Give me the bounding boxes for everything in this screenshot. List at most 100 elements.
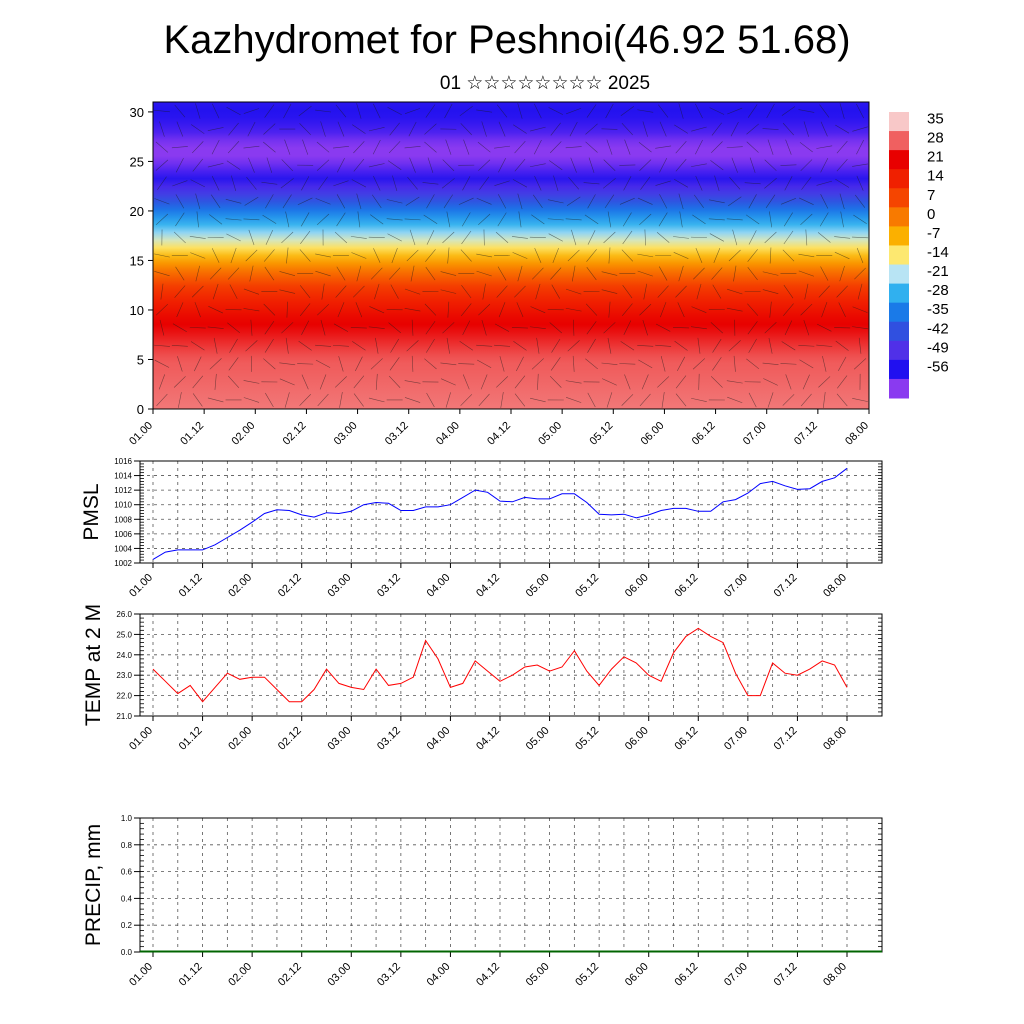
wind-barb bbox=[171, 146, 188, 149]
wind-barb bbox=[301, 176, 310, 191]
wind-barb bbox=[726, 307, 743, 312]
wind-barb bbox=[512, 252, 528, 259]
wind-barb bbox=[727, 288, 743, 295]
wind-barb bbox=[678, 103, 684, 119]
wind-barb bbox=[207, 326, 224, 329]
wind-barb bbox=[565, 307, 582, 312]
x-tick-label: 02.12 bbox=[276, 961, 304, 989]
wind-barb bbox=[586, 321, 597, 335]
wind-barb bbox=[657, 285, 669, 298]
wind-barb bbox=[695, 175, 703, 191]
y-tick-label: 1002 bbox=[114, 559, 132, 568]
wind-barb bbox=[440, 378, 456, 386]
wind-barb bbox=[154, 271, 170, 277]
wind-barb bbox=[244, 196, 259, 206]
wind-barb bbox=[601, 289, 618, 294]
wind-barb bbox=[480, 374, 488, 390]
y-tick-label: 0.8 bbox=[121, 841, 133, 850]
colorbar-swatch bbox=[889, 359, 909, 380]
wind-barb bbox=[262, 214, 277, 224]
wind-barb bbox=[534, 248, 542, 263]
wind-barb bbox=[839, 193, 845, 210]
wind-barb bbox=[478, 159, 491, 171]
wind-barb bbox=[728, 249, 741, 262]
wind-barb bbox=[726, 380, 743, 384]
wind-barb bbox=[620, 106, 635, 116]
wind-barb bbox=[765, 194, 776, 209]
colorbar-label: -42 bbox=[927, 320, 949, 337]
wind-barb bbox=[390, 338, 400, 353]
wind-barb bbox=[406, 340, 419, 352]
colorbar-label: 0 bbox=[927, 206, 935, 223]
wind-barb bbox=[425, 104, 436, 118]
colorbar-label: 14 bbox=[927, 168, 944, 185]
wind-barb bbox=[460, 303, 472, 317]
wind-barb bbox=[337, 121, 345, 137]
wind-barb bbox=[246, 176, 257, 190]
wind-barb bbox=[478, 393, 490, 407]
wind-barb bbox=[695, 103, 703, 119]
wind-barb bbox=[767, 392, 774, 408]
wind-barb bbox=[659, 157, 668, 173]
wind-barb bbox=[804, 283, 809, 300]
wind-barb bbox=[622, 212, 632, 227]
wind-barb bbox=[799, 142, 813, 153]
wind-barb bbox=[154, 359, 170, 368]
wind-barb bbox=[852, 163, 868, 167]
wind-barb bbox=[679, 211, 683, 228]
wind-barb bbox=[442, 159, 455, 172]
wind-barb bbox=[496, 285, 508, 298]
wind-barb bbox=[567, 340, 580, 352]
wind-barb bbox=[190, 179, 206, 188]
x-tick-label: 01.00 bbox=[127, 572, 155, 600]
wind-barb bbox=[584, 214, 599, 225]
colorbar-label: 7 bbox=[927, 187, 935, 204]
colorbar-swatch bbox=[889, 169, 909, 189]
wind-barb bbox=[802, 374, 810, 390]
wind-barb bbox=[460, 123, 472, 136]
wind-barb bbox=[386, 199, 403, 204]
wind-barb bbox=[243, 145, 260, 149]
wind-barb bbox=[225, 199, 242, 204]
wind-barb bbox=[229, 284, 238, 299]
wind-barb bbox=[583, 182, 600, 185]
wind-barb bbox=[764, 231, 777, 244]
wind-barb bbox=[387, 233, 402, 242]
wind-barb bbox=[299, 285, 311, 299]
x-tick-label: 04.12 bbox=[474, 572, 502, 600]
x-tick-label: 05.00 bbox=[524, 961, 552, 989]
wind-barb bbox=[315, 198, 331, 205]
wind-barb bbox=[479, 176, 490, 190]
wind-barb bbox=[248, 157, 255, 173]
wind-barb bbox=[353, 141, 365, 154]
wind-barb bbox=[708, 199, 725, 204]
wind-barb bbox=[481, 319, 487, 336]
wind-barb bbox=[603, 159, 616, 171]
y-tick-label: 1.0 bbox=[121, 814, 133, 823]
wind-barb bbox=[514, 158, 526, 172]
wind-barb bbox=[783, 212, 793, 227]
page-subtitle: 01 ☆☆☆☆☆☆☆☆ 2025 bbox=[439, 73, 651, 94]
wind-barb bbox=[263, 141, 276, 153]
wind-barb bbox=[352, 341, 366, 351]
wind-barb bbox=[587, 338, 596, 353]
wind-barb bbox=[783, 303, 794, 316]
wind-barb bbox=[459, 106, 473, 117]
wind-barb bbox=[798, 253, 815, 258]
wind-barb bbox=[691, 126, 707, 132]
wind-barb bbox=[819, 104, 830, 118]
wind-barb bbox=[318, 176, 328, 190]
wind-barb bbox=[820, 121, 828, 137]
wind-barb bbox=[565, 146, 582, 149]
wind-barb bbox=[820, 194, 829, 209]
wind-barb bbox=[620, 341, 635, 351]
wind-barb bbox=[858, 337, 862, 354]
wind-barb bbox=[355, 302, 363, 318]
wind-barb bbox=[424, 123, 437, 135]
wind-barb bbox=[207, 397, 224, 403]
wind-barb bbox=[173, 376, 186, 388]
wind-barb bbox=[566, 397, 582, 403]
wind-barb bbox=[207, 127, 224, 132]
wind-barb bbox=[726, 146, 743, 148]
wind-barb bbox=[535, 283, 541, 300]
